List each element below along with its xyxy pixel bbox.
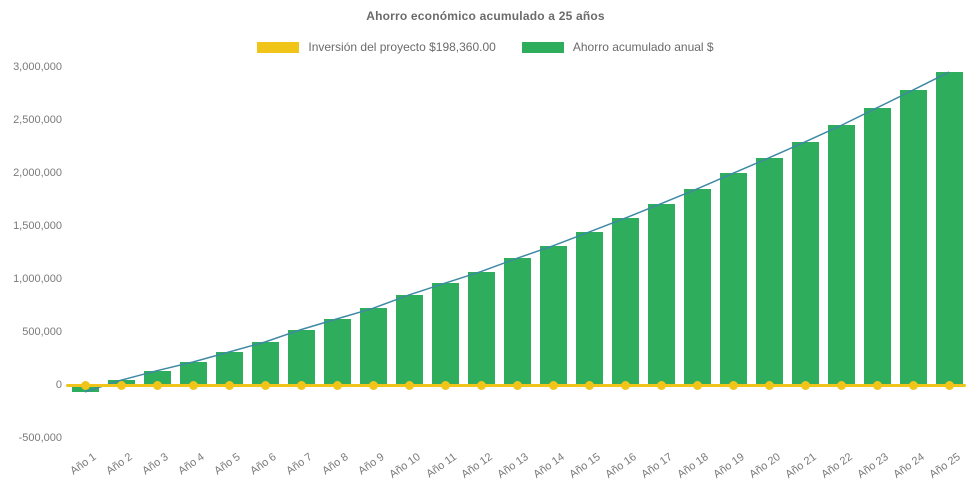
legend-item-savings[interactable]: Ahorro acumulado anual $ <box>521 40 714 54</box>
x-tick-label: Año 3 <box>140 451 171 478</box>
x-tick-label: Año 2 <box>104 451 135 478</box>
bar-year-14[interactable] <box>539 245 567 386</box>
x-tick-label: Año 5 <box>212 451 243 478</box>
x-tick-label: Año 14 <box>531 451 567 481</box>
bar-year-13[interactable] <box>503 258 531 386</box>
investment-point-9 <box>368 381 378 390</box>
y-tick-label: 2,000,000 <box>13 167 62 179</box>
investment-point-1 <box>80 381 90 390</box>
savings-legend-swatch <box>521 41 564 53</box>
bar-year-24[interactable] <box>899 90 927 386</box>
bar-year-15[interactable] <box>575 232 603 386</box>
bar-year-6[interactable] <box>251 342 279 386</box>
bar-year-22[interactable] <box>827 125 855 386</box>
x-tick-label: Año 17 <box>639 451 675 481</box>
investment-point-7 <box>296 381 306 390</box>
x-tick-label: Año 23 <box>855 451 891 481</box>
bar-year-16[interactable] <box>611 218 639 386</box>
x-tick-label: Año 22 <box>819 451 855 481</box>
investment-point-21 <box>800 381 810 390</box>
x-tick-label: Año 10 <box>387 451 423 481</box>
investment-point-11 <box>440 381 450 390</box>
bar-year-7[interactable] <box>287 329 315 386</box>
x-tick-label: Año 16 <box>603 451 639 481</box>
investment-legend-swatch <box>257 41 300 53</box>
investment-point-4 <box>188 381 198 390</box>
savings-legend-label: Ahorro acumulado anual $ <box>572 40 714 54</box>
bar-year-17[interactable] <box>647 203 675 386</box>
investment-point-5 <box>224 381 234 390</box>
investment-point-18 <box>692 381 702 390</box>
chart-legend: Inversión del proyecto $198,360.00 Ahorr… <box>0 40 971 54</box>
investment-point-20 <box>764 381 774 390</box>
x-tick-label: Año 20 <box>747 451 783 481</box>
bar-year-20[interactable] <box>755 157 783 386</box>
x-tick-label: Año 8 <box>320 451 351 478</box>
investment-point-6 <box>260 381 270 390</box>
investment-point-8 <box>332 381 342 390</box>
x-tick-label: Año 24 <box>891 451 927 481</box>
x-tick-label: Año 6 <box>248 451 279 478</box>
x-tick-label: Año 11 <box>424 451 459 481</box>
investment-point-24 <box>908 381 918 390</box>
bar-year-18[interactable] <box>683 188 711 386</box>
investment-point-25 <box>944 381 954 390</box>
investment-point-22 <box>836 381 846 390</box>
investment-point-14 <box>548 381 558 390</box>
investment-point-17 <box>656 381 666 390</box>
x-tick-label: Año 19 <box>711 451 747 481</box>
y-tick-label: 2,500,000 <box>13 114 62 126</box>
chart-title: Ahorro económico acumulado a 25 años <box>366 9 605 23</box>
y-tick-label: 1,000,000 <box>13 273 62 285</box>
x-tick-label: Año 18 <box>675 451 711 481</box>
bar-year-21[interactable] <box>791 141 819 386</box>
y-tick-label: 0 <box>55 379 62 391</box>
bar-year-12[interactable] <box>467 271 495 386</box>
x-tick-label: Año 15 <box>567 451 603 481</box>
x-tick-label: Año 25 <box>927 451 963 481</box>
investment-point-12 <box>476 381 486 390</box>
investment-point-13 <box>512 381 522 390</box>
investment-point-3 <box>152 381 162 390</box>
x-tick-label: Año 21 <box>783 451 819 481</box>
x-tick-label: Año 9 <box>356 451 387 478</box>
legend-item-investment[interactable]: Inversión del proyecto $198,360.00 <box>257 40 496 54</box>
bar-year-8[interactable] <box>323 318 351 386</box>
x-tick-label: Año 1 <box>68 451 99 478</box>
x-tick-label: Año 13 <box>495 451 531 481</box>
investment-point-15 <box>584 381 594 390</box>
investment-point-23 <box>872 381 882 390</box>
investment-point-19 <box>728 381 738 390</box>
bar-year-9[interactable] <box>359 308 387 386</box>
investment-point-10 <box>404 381 414 390</box>
bar-year-19[interactable] <box>719 173 747 386</box>
investment-point-16 <box>620 381 630 390</box>
bar-year-11[interactable] <box>431 283 459 386</box>
y-tick-label: 1,500,000 <box>13 220 62 232</box>
y-tick-label: -500,000 <box>18 432 62 444</box>
investment-point-2 <box>116 381 126 390</box>
x-tick-label: Año 7 <box>284 451 315 478</box>
investment-legend-label: Inversión del proyecto $198,360.00 <box>308 40 496 54</box>
x-tick-label: Año 12 <box>459 451 495 481</box>
x-tick-label: Año 4 <box>176 451 207 478</box>
bar-year-25[interactable] <box>935 72 963 386</box>
bar-year-23[interactable] <box>863 107 891 386</box>
y-tick-label: 3,000,000 <box>13 61 62 73</box>
bar-year-10[interactable] <box>395 294 423 386</box>
y-tick-label: 500,000 <box>22 326 62 338</box>
